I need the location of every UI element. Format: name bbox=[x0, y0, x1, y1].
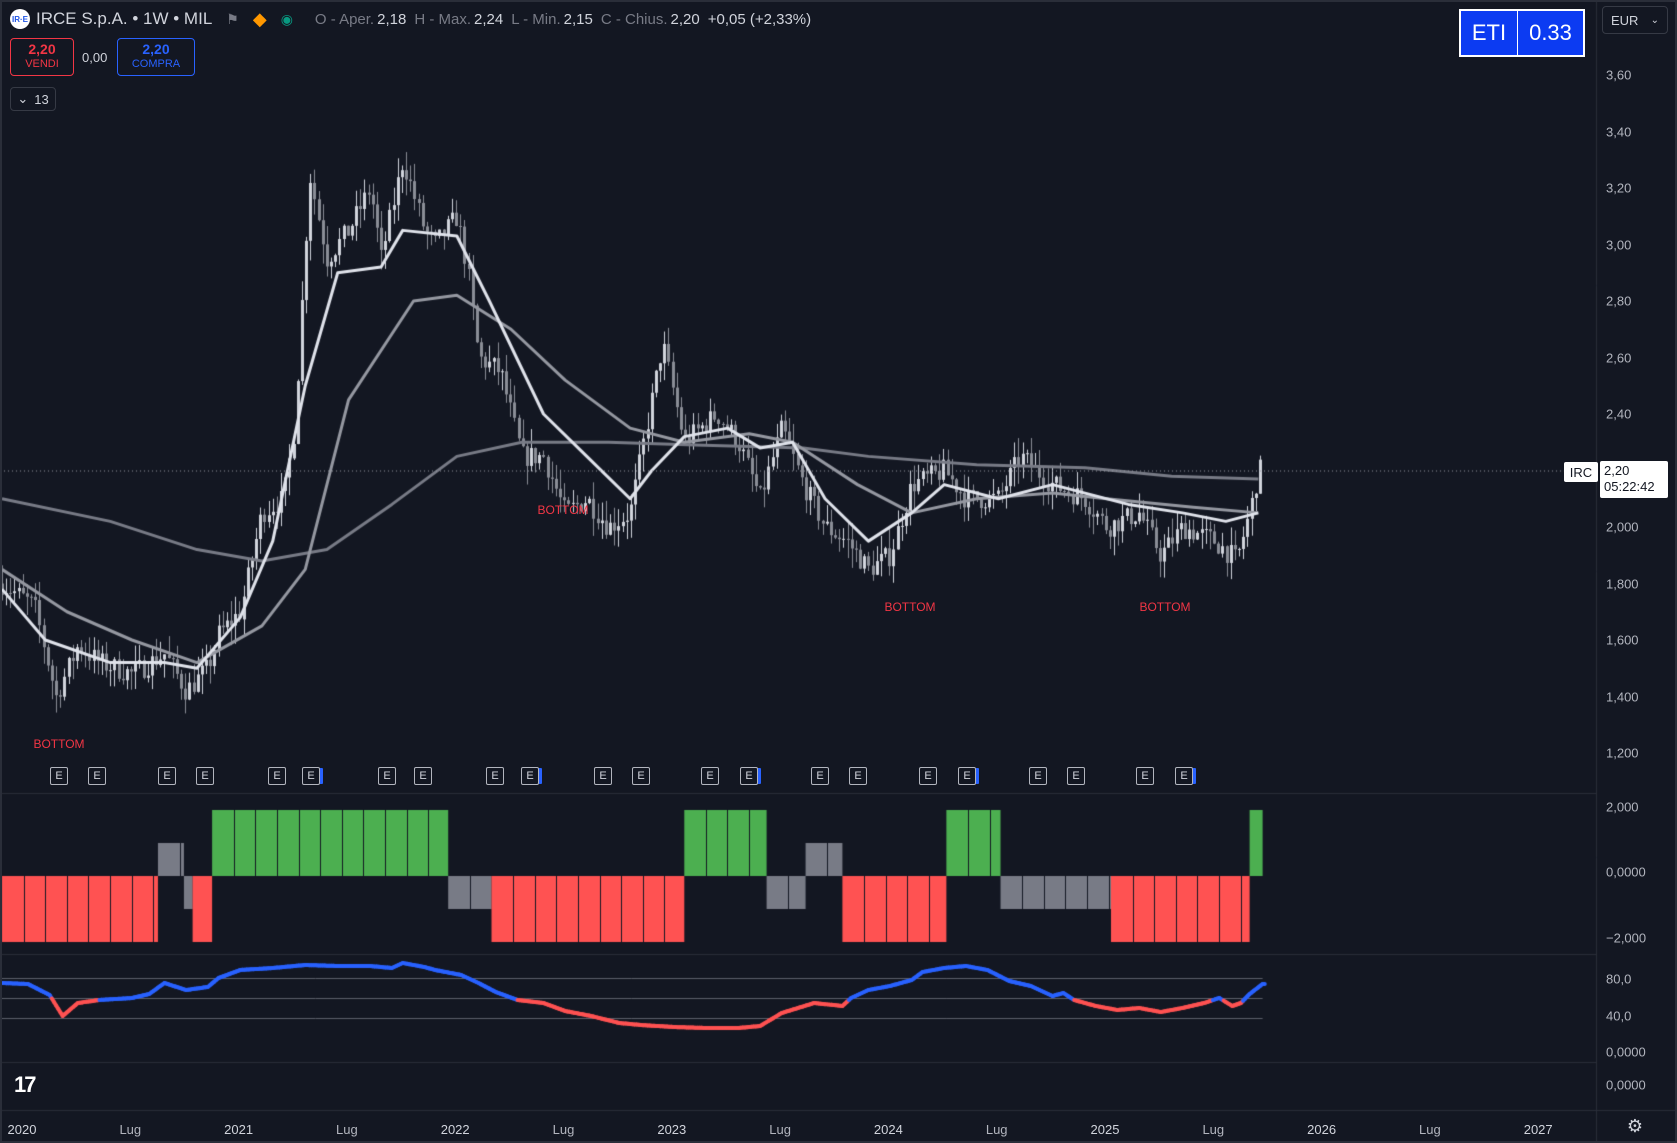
symbol-title[interactable]: IRCE S.p.A. • 1W • MIL bbox=[36, 9, 213, 28]
currency-select[interactable]: EUR ⌄ bbox=[1602, 6, 1668, 34]
time-axis-month: Lug bbox=[336, 1122, 358, 1137]
price-axis-label: 3,00 bbox=[1606, 237, 1632, 252]
earnings-marker[interactable]: E bbox=[958, 767, 976, 785]
diamond-icon[interactable]: ◆ bbox=[252, 8, 267, 29]
chevron-down-icon: ⌄ bbox=[17, 91, 29, 106]
price-axis-label: 1,400 bbox=[1606, 689, 1639, 704]
earnings-marker[interactable]: E bbox=[414, 767, 432, 785]
buy-label: COMPRA bbox=[131, 58, 181, 70]
earnings-marker[interactable]: E bbox=[196, 767, 214, 785]
earnings-marker[interactable]: E bbox=[849, 767, 867, 785]
eti-label: ETI bbox=[1461, 11, 1518, 55]
time-axis-month: Lug bbox=[119, 1122, 142, 1137]
price-axis-label: 2,60 bbox=[1606, 350, 1632, 365]
time-axis-year: 2020 bbox=[7, 1122, 37, 1137]
indicators-count: 13 bbox=[34, 91, 49, 107]
price-axis-label: 2,40 bbox=[1606, 406, 1632, 422]
osc-axis-label: 0,0000 bbox=[1606, 864, 1646, 880]
symbol-price-tag: IRC bbox=[1564, 462, 1598, 482]
chevron-down-icon: ⌄ bbox=[1650, 14, 1659, 26]
ohlc-low-label: L - Min. bbox=[511, 10, 561, 28]
time-axis-year: 2024 bbox=[873, 1122, 903, 1137]
earnings-marker[interactable]: E bbox=[632, 767, 650, 785]
earnings-marker[interactable]: E bbox=[50, 767, 68, 785]
price-axis-label: 1,200 bbox=[1606, 745, 1639, 761]
ohlc-close-value: 2,20 bbox=[670, 10, 700, 28]
earnings-marker[interactable]: E bbox=[811, 767, 829, 785]
bottom-annotation: BOTTOM bbox=[1139, 600, 1191, 614]
price-axis-label: 3,40 bbox=[1606, 124, 1632, 139]
rsi-axis-label: 80,0 bbox=[1606, 971, 1632, 987]
earnings-marker[interactable]: E bbox=[1136, 767, 1154, 785]
flag-icon[interactable]: ⚑ bbox=[226, 10, 239, 27]
earnings-marker[interactable]: E bbox=[740, 767, 758, 785]
earnings-marker[interactable]: E bbox=[594, 767, 612, 785]
time-axis-year: 2027 bbox=[1523, 1122, 1553, 1137]
price-axis-label: 1,600 bbox=[1606, 632, 1639, 648]
time-axis-month: Lug bbox=[1202, 1122, 1225, 1137]
price-axis-label: 1,800 bbox=[1606, 576, 1639, 591]
time-axis-year: 2026 bbox=[1307, 1122, 1337, 1137]
earnings-marker[interactable]: E bbox=[88, 767, 106, 785]
earnings-marker[interactable]: E bbox=[302, 767, 320, 785]
indicators-collapse-button[interactable]: ⌄ 13 bbox=[10, 87, 56, 111]
osc-axis-label: 2,000 bbox=[1606, 799, 1639, 815]
last-price-tag: 2,20 05:22:42 bbox=[1600, 461, 1668, 498]
rsi-axis-label: 40,0 bbox=[1606, 1008, 1632, 1024]
ohlc-close-label: C - Chius. bbox=[600, 10, 668, 28]
earnings-marker[interactable]: E bbox=[1029, 767, 1047, 785]
earnings-marker[interactable]: E bbox=[378, 767, 396, 785]
time-axis-month: Lug bbox=[769, 1122, 791, 1137]
osc-axis-label: −2,000 bbox=[1606, 930, 1647, 946]
bottom-annotation: BOTTOM bbox=[33, 737, 85, 751]
eti-value: 0.33 bbox=[1529, 20, 1572, 45]
earnings-marker[interactable]: E bbox=[1175, 767, 1193, 785]
time-axis-year: 2025 bbox=[1090, 1122, 1120, 1137]
price-axis-label: 3,60 bbox=[1606, 67, 1632, 83]
time-axis-year: 2022 bbox=[440, 1122, 470, 1137]
extra-axis-label: 0,0000 bbox=[1606, 1077, 1646, 1093]
earnings-marker[interactable]: E bbox=[158, 767, 176, 785]
last-price: 2,20 bbox=[1604, 463, 1630, 478]
time-axis-year: 2021 bbox=[224, 1122, 254, 1137]
sell-price: 2,20 bbox=[28, 41, 56, 57]
ohlc-open-value: 2,18 bbox=[377, 10, 407, 28]
ohlc-open-label: O - Aper. bbox=[314, 10, 375, 28]
buy-price: 2,20 bbox=[142, 41, 170, 57]
price-change: +0,05 (+2,33%) bbox=[707, 10, 812, 28]
bottom-annotation: BOTTOM bbox=[537, 503, 589, 517]
earnings-marker[interactable]: E bbox=[1067, 767, 1085, 785]
company-logo: IR·E bbox=[10, 9, 30, 29]
rsi-axis-label: 0,0000 bbox=[1606, 1044, 1646, 1060]
earnings-marker[interactable]: E bbox=[521, 767, 539, 785]
earnings-marker[interactable]: E bbox=[486, 767, 504, 785]
bar-countdown: 05:22:42 bbox=[1604, 479, 1655, 494]
sell-label: VENDI bbox=[25, 58, 59, 70]
time-axis-month: Lug bbox=[985, 1122, 1008, 1137]
time-axis-month: Lug bbox=[552, 1122, 575, 1137]
spread-value: 0,00 bbox=[82, 50, 108, 65]
earnings-marker[interactable]: E bbox=[268, 767, 286, 785]
price-axis-label: 2,000 bbox=[1606, 519, 1639, 535]
price-axis-label: 3,20 bbox=[1606, 180, 1632, 196]
ohlc-high-label: H - Max. bbox=[414, 10, 471, 28]
currency-value: EUR bbox=[1611, 12, 1639, 28]
legend-header: IR·E IRCE S.p.A. • 1W • MIL ⚑ ◆ ◉ O - Ap… bbox=[10, 8, 811, 30]
time-axis-year: 2023 bbox=[657, 1122, 687, 1137]
eti-widget: ETI 0.33 bbox=[1459, 9, 1585, 57]
buy-button[interactable]: 2,20 COMPRA bbox=[117, 38, 195, 76]
ohlc-high-value: 2,24 bbox=[473, 10, 504, 28]
time-axis-month: Lug bbox=[1419, 1122, 1441, 1137]
earnings-marker[interactable]: E bbox=[701, 767, 719, 785]
earnings-marker[interactable]: E bbox=[919, 767, 937, 785]
tradingview-logo[interactable]: 17 bbox=[14, 1072, 37, 1097]
price-axis-label: 2,80 bbox=[1606, 293, 1632, 309]
ohlc-low-value: 2,15 bbox=[563, 10, 593, 28]
sell-button[interactable]: 2,20 VENDI bbox=[10, 38, 74, 76]
bottom-annotation: BOTTOM bbox=[884, 600, 936, 614]
market-status-icon[interactable]: ◉ bbox=[280, 10, 293, 27]
gear-icon[interactable]: ⚙ bbox=[1626, 1116, 1644, 1136]
